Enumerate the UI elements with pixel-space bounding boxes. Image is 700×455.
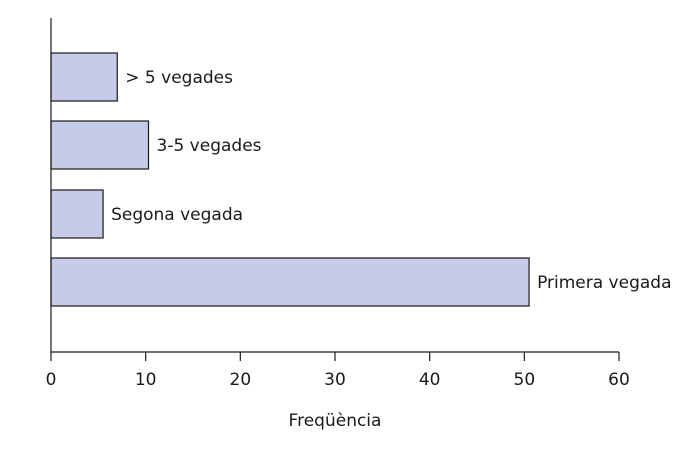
x-tick-label-4: 40 <box>419 370 441 390</box>
bar-2 <box>50 189 104 239</box>
bar-label-0: > 5 vegades <box>125 68 233 88</box>
bar-labels-group: > 5 vegades 3-5 vegades Segona vegada Prime… <box>111 68 671 293</box>
bar-label-2: Segona vegada <box>111 205 243 225</box>
bars-group <box>50 52 530 307</box>
x-tick-label-2: 20 <box>230 370 252 390</box>
x-tick-label-6: 60 <box>608 370 630 390</box>
x-tick-label-3: 30 <box>324 370 346 390</box>
x-ticks-group: 0 10 20 30 40 50 60 <box>46 352 630 390</box>
x-tick-label-5: 50 <box>514 370 536 390</box>
bar-3 <box>50 257 530 307</box>
x-tick-label-0: 0 <box>46 370 57 390</box>
bar-0 <box>50 52 118 102</box>
x-axis-title: Freqüència <box>289 411 382 431</box>
bar-label-3: Primera vegada <box>537 273 671 293</box>
bar-1 <box>50 120 150 170</box>
bar-label-1: 3-5 vegades <box>157 136 262 156</box>
x-tick-label-1: 10 <box>135 370 157 390</box>
